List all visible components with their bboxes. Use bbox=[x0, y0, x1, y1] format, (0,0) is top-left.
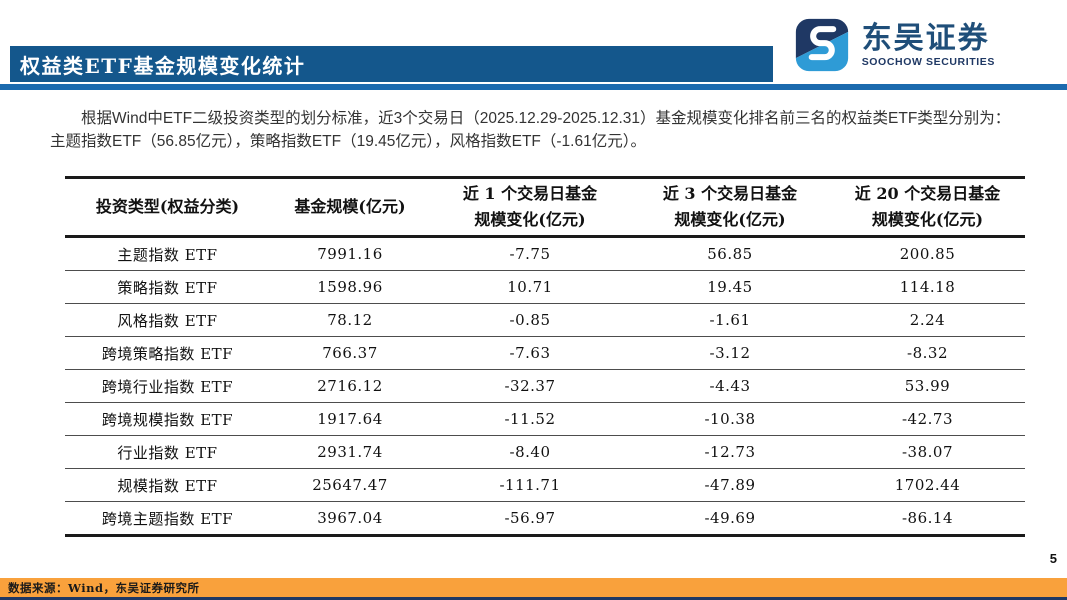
table-cell: 19.45 bbox=[630, 270, 830, 304]
table-row: 主题指数 ETF 7991.16 -7.75 56.85 200.85 bbox=[65, 237, 1025, 271]
table-cell: -7.75 bbox=[509, 245, 551, 263]
table-row: 跨境规模指数 ETF 1917.64 -11.52 -10.38 -42.73 bbox=[65, 402, 1025, 436]
table-cell: -3.12 bbox=[630, 336, 830, 370]
title-band: 权益类ETF基金规模变化统计 bbox=[10, 46, 773, 82]
intro-line-2: 主题指数ETF（56.85亿元），策略指数ETF（19.45亿元），风格指数ET… bbox=[50, 133, 646, 150]
etf-table-container: 投资类型(权益分类) 基金规模(亿元) 近 1 个交易日基金 规模变化(亿元) … bbox=[65, 176, 1025, 537]
table-cell: 53.99 bbox=[830, 369, 1025, 403]
table-cell: -8.32 bbox=[830, 336, 1025, 370]
table-cell: 跨境策略指数 ETF bbox=[65, 336, 270, 370]
table-row: 规模指数 ETF 25647.47 -111.71 -47.89 1702.44 bbox=[65, 468, 1025, 502]
logo-name-en: SOOCHOW SECURITIES bbox=[861, 55, 995, 68]
intro-line-1: 根据Wind中ETF二级投资类型的划分标准，近3个交易日（2025.12.29-… bbox=[81, 110, 1011, 127]
table-cell: 3967.04 bbox=[270, 501, 430, 536]
table-cell: 1702.44 bbox=[830, 468, 1025, 502]
table-cell: -4.43 bbox=[630, 369, 830, 403]
logo-names: 东吴证券 SOOCHOW SECURITIES bbox=[861, 20, 995, 69]
col-header-change-20d: 近 20 个交易日基金 规模变化(亿元) bbox=[830, 177, 1025, 238]
table-cell: 风格指数 ETF bbox=[65, 303, 270, 337]
table-row: 策略指数 ETF 1598.96 10.71 19.45 114.18 bbox=[65, 270, 1025, 304]
bottom-strip bbox=[0, 597, 1067, 600]
etf-scale-change-table: 投资类型(权益分类) 基金规模(亿元) 近 1 个交易日基金 规模变化(亿元) … bbox=[65, 176, 1025, 537]
table-header-row: 投资类型(权益分类) 基金规模(亿元) 近 1 个交易日基金 规模变化(亿元) … bbox=[65, 177, 1025, 238]
table-cell: 200.85 bbox=[899, 245, 956, 263]
table-cell: 跨境规模指数 ETF bbox=[65, 402, 270, 436]
page-title: 权益类ETF基金规模变化统计 bbox=[20, 53, 306, 78]
table-cell: -42.73 bbox=[830, 402, 1025, 436]
table-cell: 规模指数 ETF bbox=[65, 468, 270, 502]
col-header-investment-type: 投资类型(权益分类) bbox=[65, 177, 270, 238]
table-cell: -10.38 bbox=[630, 402, 830, 436]
table-cell: -47.89 bbox=[630, 468, 830, 502]
table-cell: 2931.74 bbox=[270, 435, 430, 469]
col-header-change-3d: 近 3 个交易日基金 规模变化(亿元) bbox=[630, 177, 830, 238]
soochow-logo: 东吴证券 SOOCHOW SECURITIES bbox=[794, 17, 995, 73]
table-cell: 主题指数 ETF bbox=[117, 245, 218, 264]
table-cell: -12.73 bbox=[630, 435, 830, 469]
table-cell: 策略指数 ETF bbox=[65, 270, 270, 304]
table-cell: 跨境主题指数 ETF bbox=[65, 501, 270, 536]
table-cell: 114.18 bbox=[830, 270, 1025, 304]
table-cell: 行业指数 ETF bbox=[65, 435, 270, 469]
table-cell: 2716.12 bbox=[270, 369, 430, 403]
table-cell: -8.40 bbox=[430, 435, 630, 469]
table-cell: -56.97 bbox=[430, 501, 630, 536]
table-cell: 56.85 bbox=[707, 245, 753, 263]
table-cell: -32.37 bbox=[430, 369, 630, 403]
table-cell: -1.61 bbox=[630, 303, 830, 337]
table-row: 行业指数 ETF 2931.74 -8.40 -12.73 -38.07 bbox=[65, 435, 1025, 469]
footer-source-bar: 数据来源：Wind，东吴证券研究所 bbox=[0, 578, 1067, 597]
table-cell: 78.12 bbox=[270, 303, 430, 337]
table-cell: 766.37 bbox=[270, 336, 430, 370]
table-row: 跨境主题指数 ETF 3967.04 -56.97 -49.69 -86.14 bbox=[65, 501, 1025, 536]
table-cell: -11.52 bbox=[430, 402, 630, 436]
table-cell: 2.24 bbox=[830, 303, 1025, 337]
table-cell: -86.14 bbox=[830, 501, 1025, 536]
table-cell: -7.63 bbox=[430, 336, 630, 370]
col-header-fund-size: 基金规模(亿元) bbox=[270, 177, 430, 238]
table-row: 跨境行业指数 ETF 2716.12 -32.37 -4.43 53.99 bbox=[65, 369, 1025, 403]
table-cell: -49.69 bbox=[630, 501, 830, 536]
page-number: 5 bbox=[1049, 551, 1057, 566]
table-cell: 1598.96 bbox=[270, 270, 430, 304]
table-cell: -38.07 bbox=[830, 435, 1025, 469]
table-row: 跨境策略指数 ETF 766.37 -7.63 -3.12 -8.32 bbox=[65, 336, 1025, 370]
table-cell: 25647.47 bbox=[270, 468, 430, 502]
table-cell: -0.85 bbox=[430, 303, 630, 337]
table-cell: 10.71 bbox=[430, 270, 630, 304]
intro-paragraph: 根据Wind中ETF二级投资类型的划分标准，近3个交易日（2025.12.29-… bbox=[50, 107, 1025, 153]
soochow-logo-icon bbox=[795, 18, 848, 72]
col-header-change-1d: 近 1 个交易日基金 规模变化(亿元) bbox=[430, 177, 630, 238]
title-rule bbox=[0, 84, 1067, 90]
table-cell: 1917.64 bbox=[270, 402, 430, 436]
table-body: 主题指数 ETF 7991.16 -7.75 56.85 200.85 策略指数… bbox=[65, 237, 1025, 536]
table-cell: 7991.16 bbox=[317, 245, 383, 263]
footer-source-text: 数据来源：Wind，东吴证券研究所 bbox=[8, 580, 200, 595]
table-cell: 跨境行业指数 ETF bbox=[65, 369, 270, 403]
table-cell: -111.71 bbox=[430, 468, 630, 502]
table-row: 风格指数 ETF 78.12 -0.85 -1.61 2.24 bbox=[65, 303, 1025, 337]
logo-name-cn: 东吴证券 bbox=[861, 20, 990, 56]
